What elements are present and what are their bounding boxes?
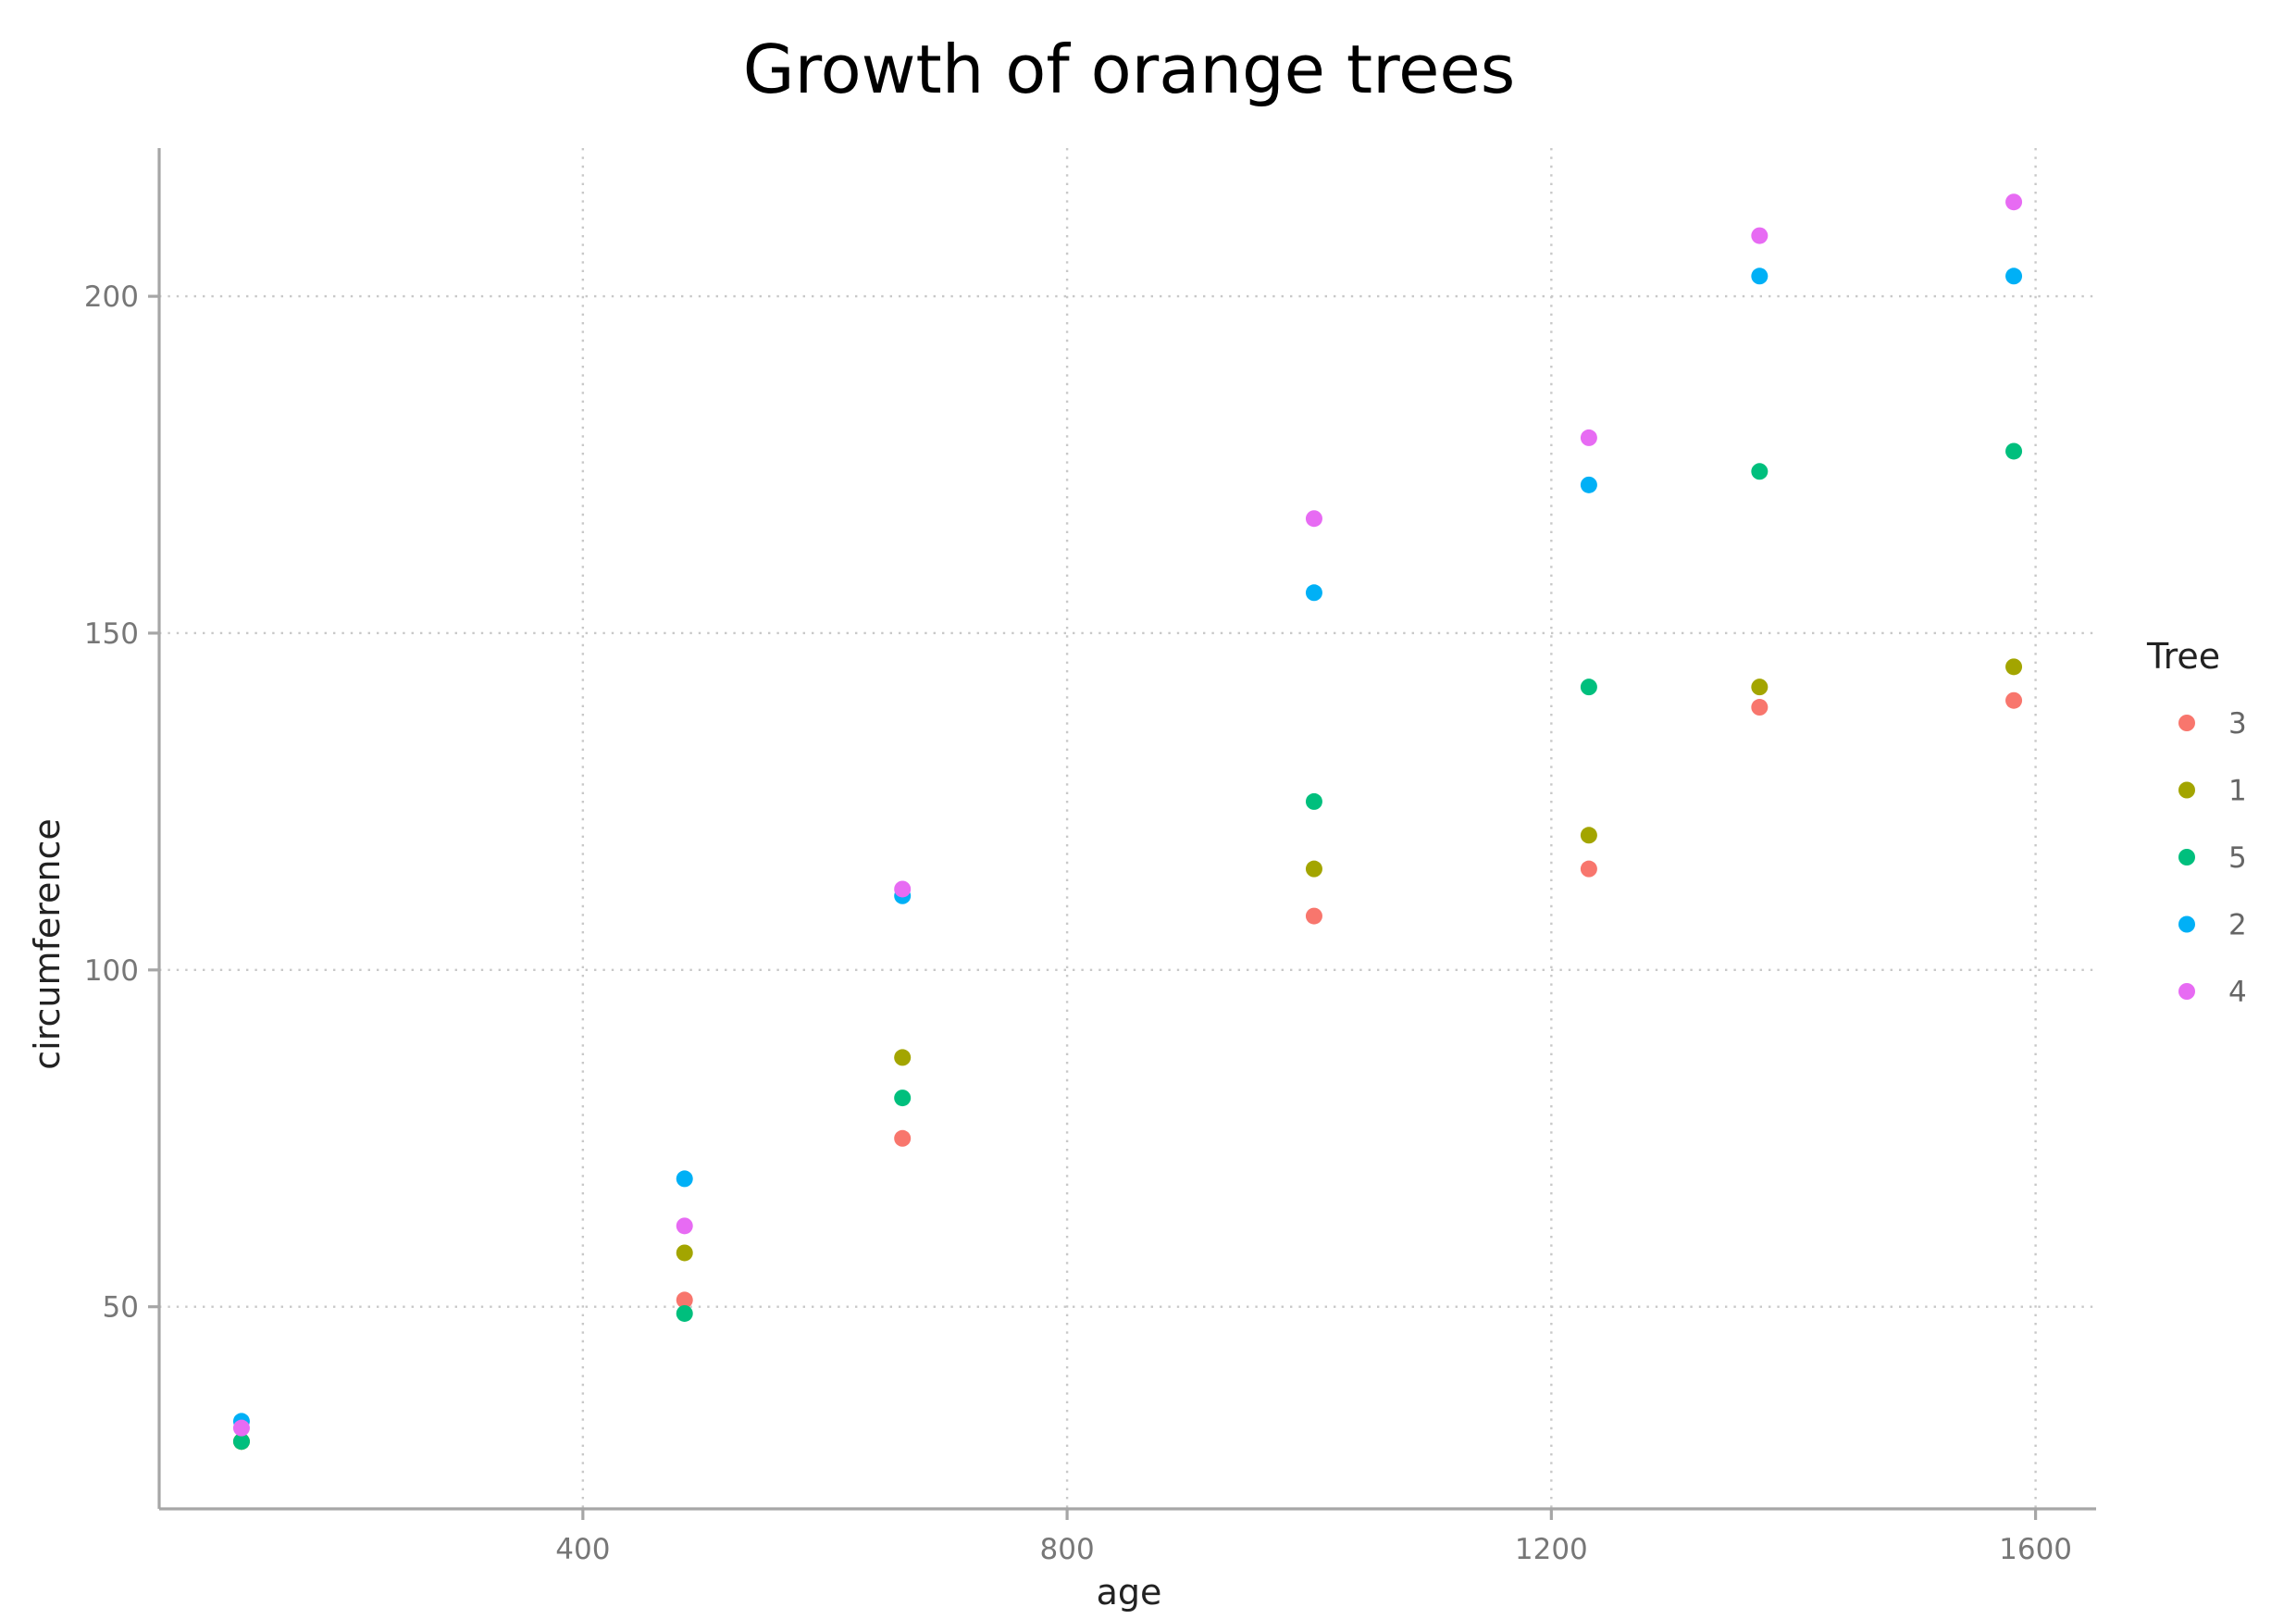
- legend-key-1: [2178, 781, 2195, 799]
- x-axis-title: age: [1097, 1572, 1162, 1613]
- point-tree-4-age-664: [894, 880, 912, 898]
- legend-label-4: 4: [2228, 976, 2247, 1009]
- point-tree-1-age-1582: [2005, 658, 2023, 676]
- point-tree-5-age-664: [894, 1090, 912, 1107]
- y-axis-ticks: 50 100 150 200: [84, 280, 159, 1325]
- legend-key-5: [2178, 849, 2195, 866]
- x-tick-label-1600: 1600: [1999, 1533, 2072, 1566]
- point-tree-3-age-1372: [1751, 699, 1769, 716]
- point-tree-3-age-1231: [1580, 860, 1597, 878]
- point-tree-2-age-1231: [1580, 476, 1597, 493]
- point-tree-5-age-118: [232, 1433, 250, 1451]
- point-tree-4-age-1372: [1751, 227, 1769, 244]
- point-tree-5-age-1004: [1305, 792, 1322, 810]
- chart-title: Growth of orange trees: [743, 31, 1515, 108]
- point-tree-1-age-1372: [1751, 679, 1769, 696]
- point-tree-1-age-1004: [1305, 860, 1322, 878]
- legend-label-3: 3: [2228, 707, 2247, 741]
- data-points: [232, 193, 2023, 1451]
- point-tree-5-age-484: [676, 1304, 693, 1322]
- point-tree-3-age-1004: [1305, 907, 1322, 925]
- y-tick-label-50: 50: [103, 1291, 139, 1325]
- point-tree-5-age-1372: [1751, 463, 1769, 480]
- point-tree-1-age-1231: [1580, 827, 1597, 844]
- x-tick-label-400: 400: [555, 1533, 610, 1566]
- axes: [157, 148, 2096, 1511]
- y-tick-label-100: 100: [84, 954, 139, 988]
- point-tree-3-age-484: [676, 1291, 693, 1309]
- point-tree-2-age-1582: [2005, 268, 2023, 285]
- legend: Tree 3 1 5 2 4: [2146, 636, 2247, 1009]
- point-tree-4-age-1004: [1305, 510, 1322, 528]
- point-tree-1-age-484: [676, 1244, 693, 1262]
- point-tree-5-age-1231: [1580, 679, 1597, 696]
- point-tree-2-age-1004: [1305, 584, 1322, 602]
- legend-title: Tree: [2146, 636, 2220, 677]
- grid: [159, 148, 2096, 1509]
- point-tree-2-age-484: [676, 1170, 693, 1188]
- legend-label-5: 5: [2228, 841, 2247, 875]
- legend-key-4: [2178, 983, 2195, 1000]
- point-tree-2-age-1372: [1751, 268, 1769, 285]
- legend-key-3: [2178, 715, 2195, 731]
- legend-label-1: 1: [2228, 775, 2247, 808]
- legend-label-2: 2: [2228, 909, 2247, 942]
- point-tree-3-age-1582: [2005, 691, 2023, 709]
- legend-key-2: [2178, 915, 2195, 933]
- point-tree-4-age-484: [676, 1217, 693, 1235]
- y-axis-title: circumference: [27, 818, 68, 1070]
- x-axis-ticks: 400 800 1200 1600: [555, 1509, 2072, 1566]
- y-tick-label-200: 200: [84, 280, 139, 314]
- x-tick-label-800: 800: [1040, 1533, 1095, 1566]
- point-tree-3-age-664: [894, 1129, 912, 1147]
- point-tree-4-age-1582: [2005, 193, 2023, 211]
- point-tree-5-age-1582: [2005, 442, 2023, 460]
- point-tree-4-age-1231: [1580, 429, 1597, 446]
- y-tick-label-150: 150: [84, 617, 139, 651]
- x-tick-label-1200: 1200: [1515, 1533, 1588, 1566]
- point-tree-4-age-118: [232, 1419, 250, 1437]
- legend-items: 3 1 5 2 4: [2178, 707, 2247, 1009]
- point-tree-1-age-664: [894, 1049, 912, 1066]
